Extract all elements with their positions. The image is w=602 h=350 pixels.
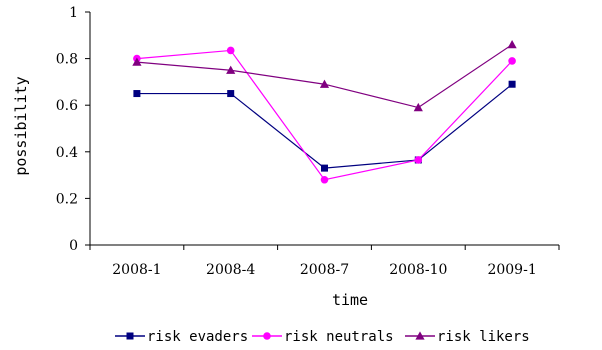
x-axis-title: time: [332, 291, 368, 309]
x-tick-label: 2008-4: [206, 262, 255, 278]
legend-item: risk evaders: [115, 329, 248, 345]
data-point: [508, 57, 516, 65]
series-2: [132, 40, 517, 112]
y-tick-label: 0: [69, 238, 78, 254]
y-tick-label: 0.2: [56, 191, 78, 207]
data-point: [321, 164, 328, 172]
data-point: [132, 57, 142, 66]
y-tick-label: 0.6: [56, 98, 78, 114]
legend-swatch-marker: [415, 331, 425, 340]
series-group: [132, 40, 517, 184]
series-0: [133, 80, 516, 172]
data-point: [414, 156, 423, 164]
y-tick-label: 1: [69, 5, 78, 21]
legend-label: risk neutrals: [284, 329, 394, 345]
data-point: [319, 79, 330, 88]
data-point: [413, 102, 423, 112]
x-tick-label: 2008-7: [300, 262, 349, 278]
series-line: [136, 83, 513, 169]
data-point: [133, 90, 141, 98]
data-point: [227, 90, 235, 98]
y-tick-label: 0.4: [56, 145, 78, 161]
legend: risk evaders risk neutrals risk likers: [115, 329, 530, 345]
axes: [89, 12, 559, 246]
legend-label: risk evaders: [147, 329, 248, 345]
y-axis-title: possibility: [12, 76, 30, 175]
data-point: [226, 65, 236, 74]
y-tick-label: 0.8: [56, 52, 78, 68]
series-1: [133, 46, 516, 184]
legend-swatch-marker: [263, 332, 271, 340]
x-ticks: 2008-1 2008-4 2008-7 2008-10 2009-1: [89, 245, 560, 278]
x-tick-label: 2008-1: [112, 262, 161, 278]
data-point: [226, 46, 235, 55]
data-point: [320, 175, 329, 184]
data-point: [507, 40, 517, 49]
series-line: [136, 49, 513, 181]
data-point: [508, 80, 516, 88]
x-tick-label: 2008-10: [389, 262, 447, 278]
legend-item: risk likers: [405, 329, 530, 345]
x-tick-label: 2009-1: [487, 262, 536, 278]
legend-item: risk neutrals: [252, 329, 394, 345]
legend-label: risk likers: [437, 329, 530, 345]
y-ticks: 0 0.2 0.4 0.6 0.8 1: [56, 5, 90, 254]
legend-swatch-marker: [126, 332, 134, 340]
